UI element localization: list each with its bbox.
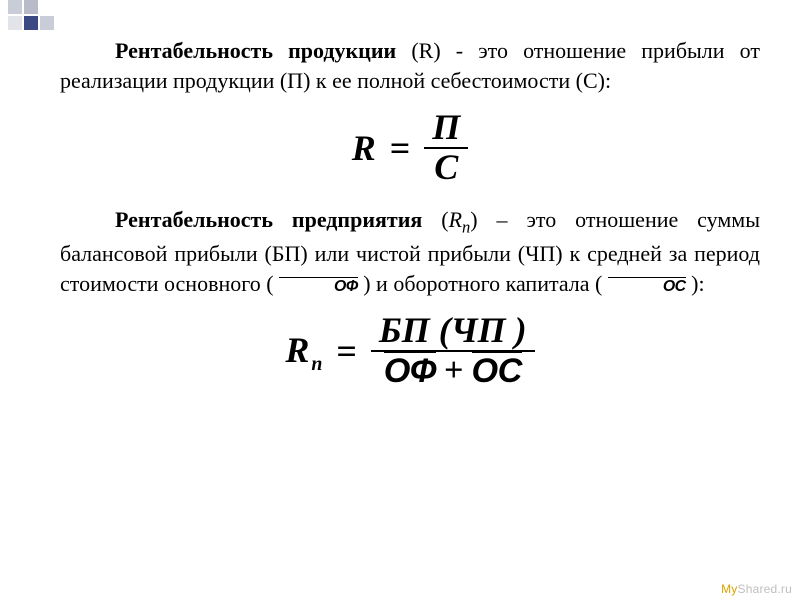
watermark-my: My: [721, 582, 737, 596]
symbol-OC-mean: ОС: [608, 277, 686, 295]
decor-square: [8, 0, 22, 14]
formula2-R: R: [285, 330, 309, 370]
para2-text-3: ) и оборотного капитала (: [358, 271, 608, 296]
formula1-left: R: [352, 124, 376, 173]
formula-2: Rп = БП (ЧП ) ОФ + ОС: [60, 312, 760, 390]
decor-square: [24, 16, 38, 30]
corner-decoration: [0, 0, 70, 40]
symbol-OF-mean: ОФ: [384, 352, 436, 388]
paragraph-1: Рентабельность продукции (R) - это отнош…: [60, 36, 760, 95]
decor-square: [24, 0, 38, 14]
slide-content: Рентабельность продукции (R) - это отнош…: [60, 36, 760, 409]
term-product-profitability: Рентабельность продукции: [115, 38, 396, 63]
decor-square: [8, 16, 22, 30]
plus-sign: +: [442, 354, 465, 388]
formula2-numerator: БП (ЧП ): [371, 312, 535, 350]
para2-text-1: (: [422, 207, 448, 232]
term-enterprise-profitability: Рентабельность предприятия: [115, 207, 422, 232]
symbol-OF-mean: ОФ: [279, 277, 358, 295]
formula1-fraction: П С: [424, 109, 468, 187]
equals-sign: =: [390, 124, 411, 173]
formula2-sub-n: п: [311, 353, 322, 375]
formula-1: R = П С: [60, 109, 760, 187]
paragraph-2: Рентабельность предприятия (Rп) – это от…: [60, 205, 760, 298]
formula2-denominator: ОФ + ОС: [376, 352, 530, 390]
equals-sign: =: [336, 327, 357, 376]
symbol-OC-mean: ОС: [472, 352, 522, 388]
formula1-denominator: С: [426, 149, 466, 187]
watermark-rest: Shared.ru: [738, 582, 793, 596]
symbol-R: R: [449, 207, 462, 232]
watermark: MyShared.ru: [721, 582, 792, 596]
formula2-fraction: БП (ЧП ) ОФ + ОС: [371, 312, 535, 390]
formula1-numerator: П: [424, 109, 468, 147]
decor-square: [40, 16, 54, 30]
formula2-left: Rп: [285, 326, 322, 378]
para2-text-4: ):: [686, 271, 705, 296]
